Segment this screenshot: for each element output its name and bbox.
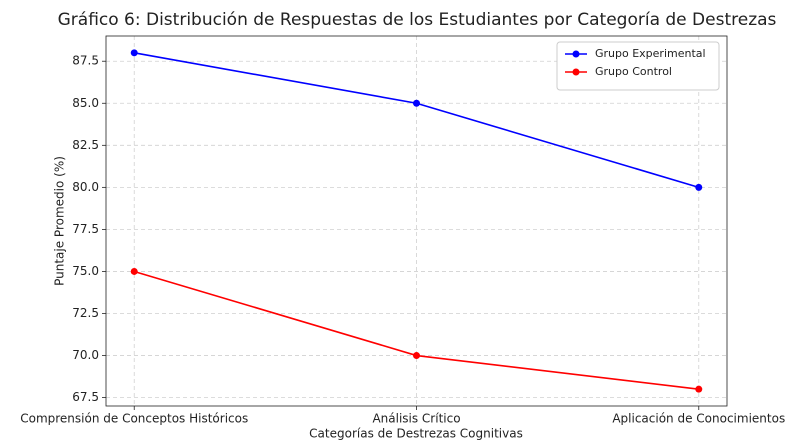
x-tick-label: Aplicación de Conocimientos [612, 412, 785, 426]
marker [130, 267, 138, 275]
x-tick-label: Comprensión de Conceptos Históricos [20, 412, 248, 426]
y-tick-label: 82.5 [72, 138, 99, 152]
legend-box [556, 41, 720, 91]
y-tick-label: 70.0 [72, 348, 99, 362]
y-tick-label: 67.5 [72, 390, 99, 404]
legend-marker [572, 50, 580, 58]
marker [413, 99, 420, 107]
y-tick-label: 72.5 [72, 306, 99, 320]
marker [695, 183, 703, 191]
x-axis-label: Categorías de Destrezas Cognitivas [309, 427, 523, 440]
y-tick-label: 77.5 [72, 222, 99, 236]
marker [413, 352, 420, 360]
y-tick-label: 85.0 [72, 96, 99, 110]
x-tick-label: Análisis Crítico [372, 412, 460, 426]
legend-marker [572, 68, 580, 76]
y-tick-label: 80.0 [72, 180, 99, 194]
y-axis-label: Puntaje Promedio (%) [53, 156, 67, 286]
plot-frame [105, 35, 728, 407]
chart-title: Gráfico 6: Distribución de Respuestas de… [58, 10, 777, 30]
marker [130, 49, 138, 57]
legend-label: Grupo Experimental [595, 47, 706, 60]
marker [695, 385, 703, 393]
y-tick-label: 87.5 [72, 54, 99, 68]
legend-label: Grupo Control [595, 65, 672, 78]
y-tick-label: 75.0 [72, 264, 99, 278]
